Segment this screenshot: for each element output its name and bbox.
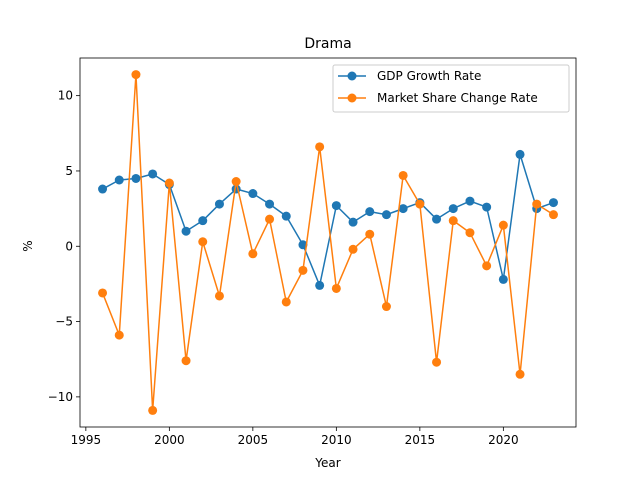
series-1-point — [448, 204, 458, 214]
series-1-point — [548, 198, 558, 208]
series-2-point — [482, 261, 492, 271]
legend-marker — [347, 93, 357, 103]
y-axis-label: % — [21, 240, 35, 251]
series-1-point — [114, 175, 124, 185]
series-1-point — [281, 211, 291, 221]
series-1-point — [148, 169, 158, 179]
y-tick-label: 10 — [58, 89, 73, 103]
series-1-point — [498, 274, 508, 284]
series-1-point — [398, 204, 408, 214]
x-tick-label: 2010 — [321, 433, 352, 447]
x-tick-label: 2000 — [154, 433, 185, 447]
series-2-point — [231, 177, 241, 186]
series-line-1 — [102, 153, 554, 287]
series-1-point — [198, 216, 208, 226]
series-2-point — [415, 199, 425, 209]
series-2-point — [515, 369, 525, 379]
y-tick-label: −5 — [55, 315, 73, 329]
series-2-point — [248, 249, 258, 259]
series-2-point — [298, 265, 308, 275]
y-tick-label: 0 — [65, 239, 73, 253]
series-2-point — [498, 220, 508, 230]
series-1-point — [482, 202, 492, 212]
series-2-point — [465, 228, 475, 238]
series-2-point — [448, 216, 458, 226]
x-tick-label: 1995 — [71, 433, 102, 447]
series-1-point — [365, 207, 375, 217]
legend-box — [332, 64, 570, 113]
axes-frame — [79, 57, 577, 428]
series-2-point — [131, 70, 141, 80]
series-2-point — [532, 199, 542, 209]
series-1-point — [265, 199, 275, 209]
series-1-point — [248, 189, 258, 199]
series-2-point — [281, 297, 291, 307]
legend-label: GDP Growth Rate — [377, 69, 481, 83]
series-2-point — [198, 237, 208, 247]
series-2-point — [331, 283, 341, 293]
series-2-point — [148, 405, 158, 415]
series-2-point — [181, 356, 191, 366]
series-1-point — [181, 226, 191, 236]
series-1-point — [432, 214, 442, 224]
series-1-point — [214, 199, 224, 209]
series-2-point — [315, 142, 325, 152]
chart-title: Drama — [304, 36, 351, 52]
series-line-2 — [101, 73, 554, 412]
series-1-point — [381, 210, 391, 220]
series-2-point — [265, 214, 275, 224]
legend-marker — [347, 71, 357, 81]
x-tick-label: 2005 — [238, 433, 269, 447]
series-1-point — [331, 201, 341, 211]
series-1-point — [348, 217, 358, 227]
series-2-point — [548, 210, 558, 220]
series-2-point — [214, 291, 224, 301]
plot-area: 1995 2000 2005 2010 2015 2020 −10 −5 0 5 10 — [48, 57, 577, 447]
series-1-point — [131, 173, 141, 183]
series-2-point — [348, 244, 358, 254]
x-tick-label: 2015 — [405, 433, 436, 447]
y-tick-label: −10 — [48, 390, 73, 404]
series-2-point — [98, 288, 108, 298]
series-2-point — [432, 357, 442, 367]
series-2-point — [114, 330, 124, 340]
series-1-point — [315, 280, 325, 290]
series-1-point — [298, 240, 308, 250]
series-2-point — [381, 302, 391, 312]
series-2-point — [164, 178, 174, 188]
y-tick-label: 5 — [65, 164, 73, 178]
series-1-point — [98, 184, 108, 194]
x-tick-label: 2020 — [488, 433, 519, 447]
legend: GDP Growth Rate Market Share Change Rate — [332, 64, 570, 113]
series-1-point — [465, 196, 475, 206]
series-2-point — [398, 170, 408, 180]
legend-label: Market Share Change Rate — [377, 91, 538, 105]
series-2-point — [365, 229, 375, 239]
series-1-point — [515, 149, 525, 159]
x-axis-label: Year — [314, 456, 340, 470]
